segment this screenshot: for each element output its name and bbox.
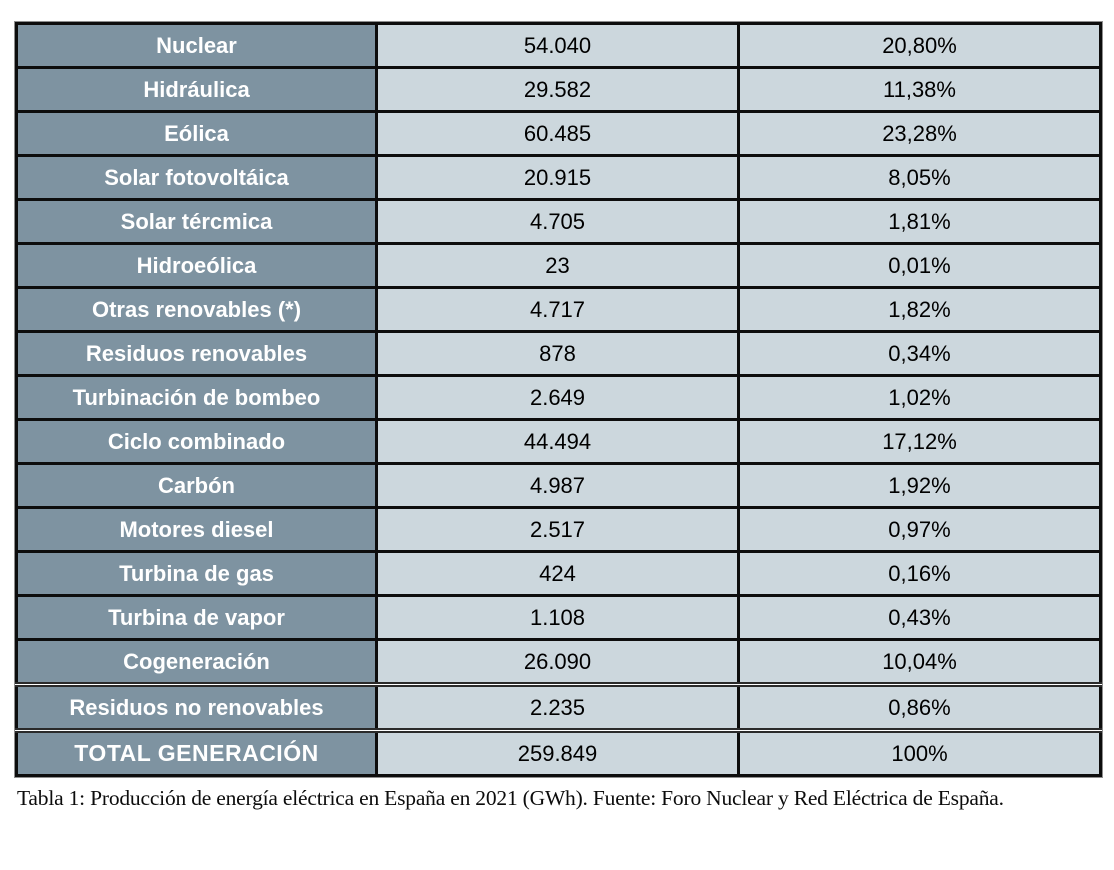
gwh-value-cell: 2.649 [375,374,740,421]
table-row: TOTAL GENERACIÓN 259.849 100% [15,728,1102,777]
gwh-value-cell: 2.517 [375,506,740,553]
energy-production-table: Nuclear 54.040 20,80% Hidráulica 29.582 11,38… [14,21,1103,778]
table-row: Eólica 60.485 23,28% [15,110,1102,157]
percent-cell: 23,28% [737,110,1102,157]
percent-cell: 1,82% [737,286,1102,333]
percent-cell: 0,97% [737,506,1102,553]
table-row: Hidráulica 29.582 11,38% [15,66,1102,113]
percent-cell: 17,12% [737,418,1102,465]
source-label-cell: Residuos renovables [15,330,378,377]
gwh-value-cell: 259.849 [375,728,740,777]
gwh-value-cell: 29.582 [375,66,740,113]
source-label-cell: Hidroeólica [15,242,378,289]
percent-cell: 11,38% [737,66,1102,113]
table-row: Cogeneración 26.090 10,04% [15,638,1102,686]
gwh-value-cell: 44.494 [375,418,740,465]
source-label-cell: Turbina de gas [15,550,378,597]
source-label-cell: Motores diesel [15,506,378,553]
percent-cell: 0,43% [737,594,1102,641]
source-label-cell: Ciclo combinado [15,418,378,465]
gwh-value-cell: 4.987 [375,462,740,509]
source-label-cell: Carbón [15,462,378,509]
energy-table-body: Nuclear 54.040 20,80% Hidráulica 29.582 11,38… [15,22,1102,777]
table-row: Turbina de gas 424 0,16% [15,550,1102,597]
table-row: Solar tércmica 4.705 1,81% [15,198,1102,245]
table-row: Turbinación de bombeo 2.649 1,02% [15,374,1102,421]
source-label-cell: Turbina de vapor [15,594,378,641]
percent-cell: 1,02% [737,374,1102,421]
percent-cell: 1,92% [737,462,1102,509]
gwh-value-cell: 20.915 [375,154,740,201]
percent-cell: 100% [737,728,1102,777]
table-row: Residuos renovables 878 0,34% [15,330,1102,377]
source-label-cell: Residuos no renovables [15,682,378,732]
table-row: Hidroeólica 23 0,01% [15,242,1102,289]
percent-cell: 8,05% [737,154,1102,201]
percent-cell: 10,04% [737,638,1102,686]
gwh-value-cell: 4.705 [375,198,740,245]
table-row: Solar fotovoltáica 20.915 8,05% [15,154,1102,201]
table-row: Ciclo combinado 44.494 17,12% [15,418,1102,465]
table-row: Turbina de vapor 1.108 0,43% [15,594,1102,641]
source-label-cell: Solar fotovoltáica [15,154,378,201]
table-row: Nuclear 54.040 20,80% [15,22,1102,69]
percent-cell: 0,16% [737,550,1102,597]
gwh-value-cell: 1.108 [375,594,740,641]
table-row: Carbón 4.987 1,92% [15,462,1102,509]
source-label-cell: Turbinación de bombeo [15,374,378,421]
table-row: Otras renovables (*) 4.717 1,82% [15,286,1102,333]
source-label-cell: Otras renovables (*) [15,286,378,333]
source-label-cell: Eólica [15,110,378,157]
percent-cell: 0,01% [737,242,1102,289]
gwh-value-cell: 54.040 [375,22,740,69]
source-label-cell: Hidráulica [15,66,378,113]
source-label-cell: Nuclear [15,22,378,69]
table-caption: Tabla 1: Producción de energía eléctrica… [17,786,1004,810]
gwh-value-cell: 2.235 [375,682,740,732]
source-label-cell: TOTAL GENERACIÓN [15,728,378,777]
percent-cell: 0,86% [737,682,1102,732]
source-label-cell: Solar tércmica [15,198,378,245]
gwh-value-cell: 424 [375,550,740,597]
table-row: Residuos no renovables 2.235 0,86% [15,682,1102,732]
table-row: Motores diesel 2.517 0,97% [15,506,1102,553]
percent-cell: 1,81% [737,198,1102,245]
document-page: Nuclear 54.040 20,80% Hidráulica 29.582 11,38… [14,21,1103,811]
gwh-value-cell: 26.090 [375,638,740,686]
percent-cell: 20,80% [737,22,1102,69]
table-figure: Nuclear 54.040 20,80% Hidráulica 29.582 11,38… [14,21,1103,811]
gwh-value-cell: 23 [375,242,740,289]
gwh-value-cell: 60.485 [375,110,740,157]
gwh-value-cell: 4.717 [375,286,740,333]
gwh-value-cell: 878 [375,330,740,377]
source-label-cell: Cogeneración [15,638,378,686]
percent-cell: 0,34% [737,330,1102,377]
